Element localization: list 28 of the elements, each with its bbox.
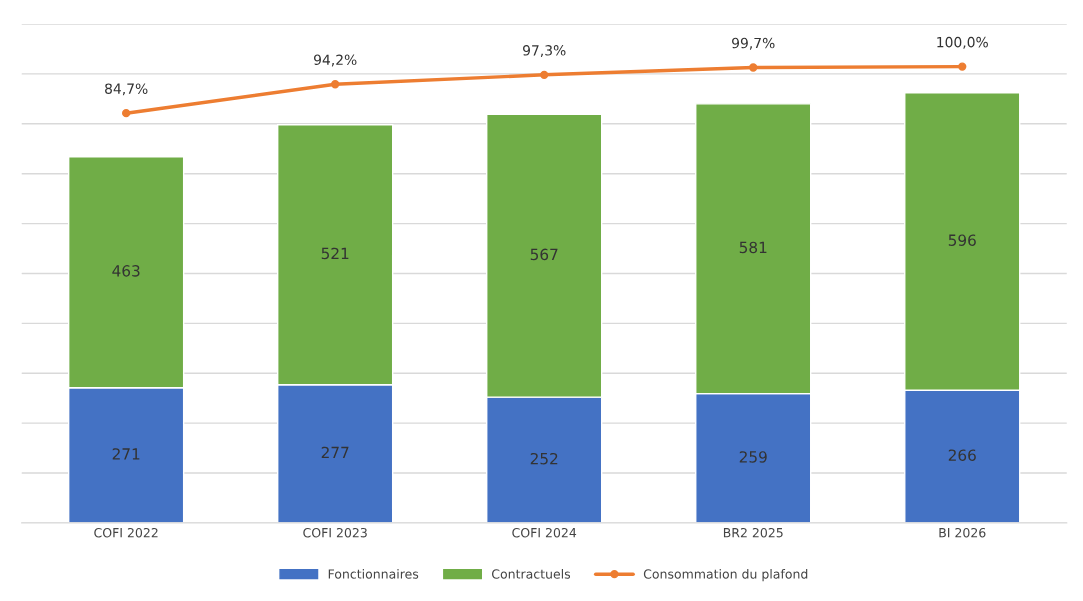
x-tick-label: COFI 2024: [512, 527, 577, 538]
point: [331, 80, 340, 89]
data-label: 84,7%: [105, 83, 148, 96]
data-label: 567: [530, 248, 558, 261]
point: [749, 63, 758, 72]
data-label: 94,2%: [314, 54, 357, 67]
data-label: 97,3%: [523, 45, 566, 58]
data-label: 581: [739, 241, 767, 254]
data-label: 277: [321, 446, 349, 458]
x-tick-label: COFI 2023: [303, 527, 367, 538]
data-label: 521: [321, 247, 349, 260]
data-label: 266: [948, 449, 976, 461]
point: [958, 62, 967, 71]
legend-label: Contractuels: [492, 569, 571, 579]
data-label: 99,7%: [732, 37, 775, 50]
x-tick-label: COFI 2022: [94, 527, 158, 538]
point: [122, 108, 131, 118]
x-tick-label: BR2 2025: [723, 527, 783, 538]
data-label: 271: [112, 448, 140, 460]
x-tick-label: BI 2026: [939, 527, 986, 538]
data-label: 100,0%: [937, 36, 988, 49]
legend-label: Fonctionnaires: [328, 569, 419, 579]
data-label: 463: [112, 265, 140, 277]
data-label: 259: [739, 451, 767, 463]
data-label: 596: [948, 234, 976, 246]
point: [540, 70, 549, 80]
legend-label: Consommation du plafond: [643, 569, 808, 582]
data-label: 252: [530, 452, 558, 465]
